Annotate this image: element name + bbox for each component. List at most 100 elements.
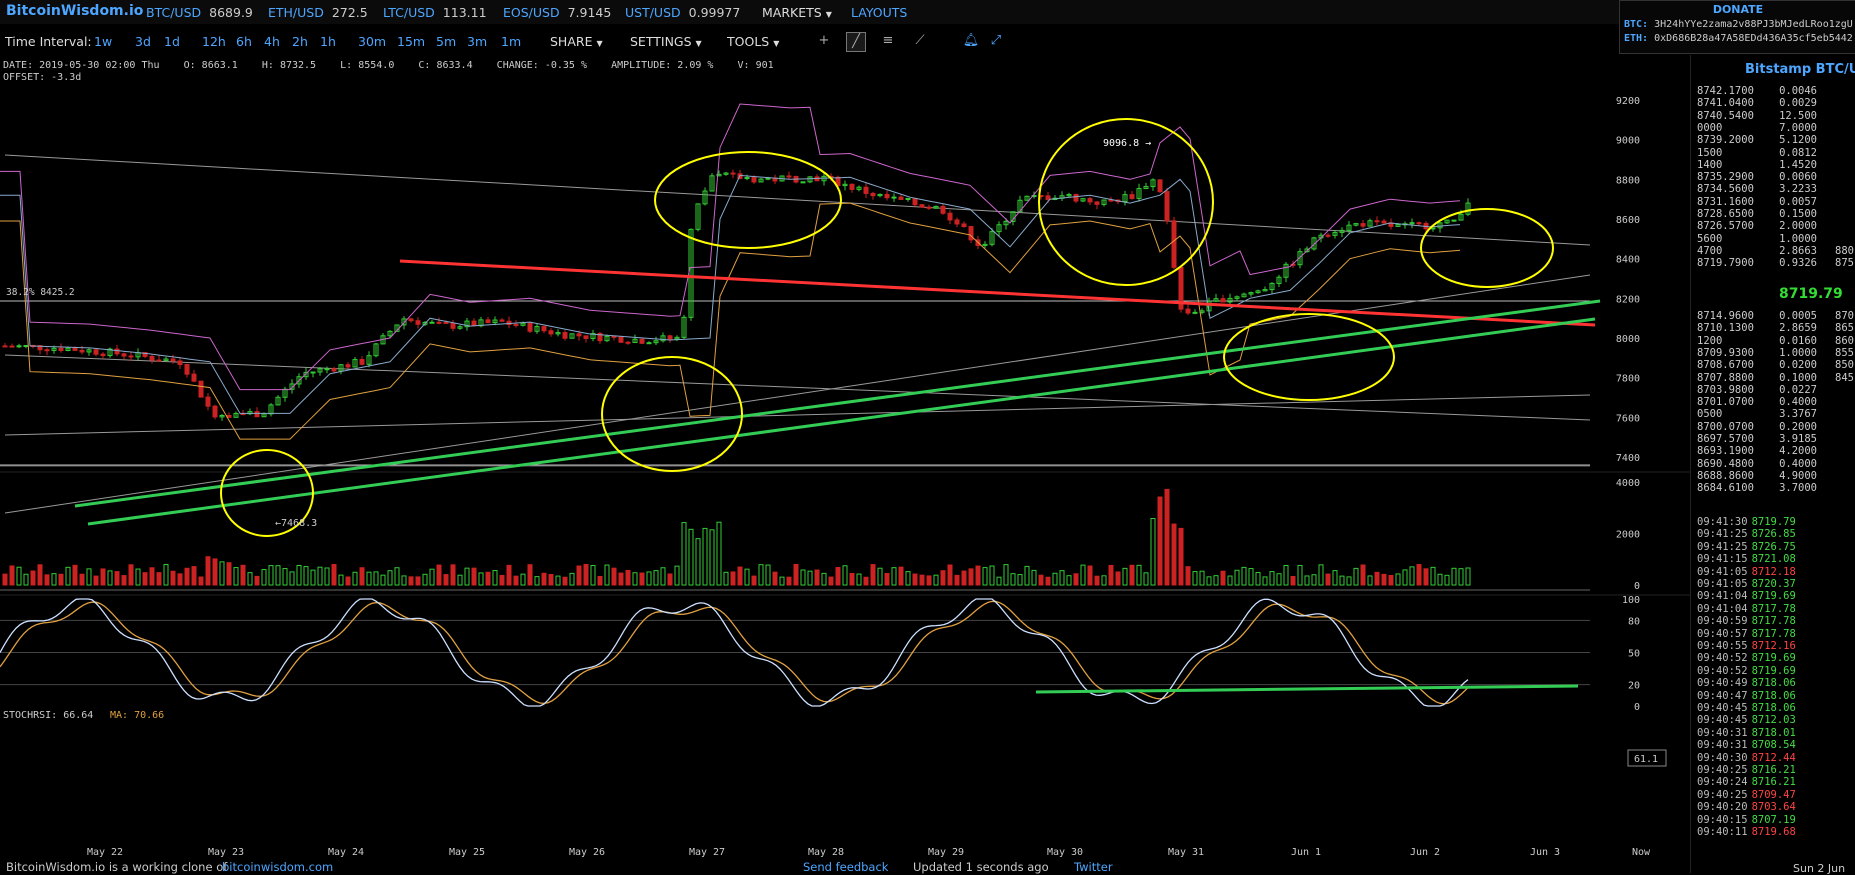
volume-bar xyxy=(1024,565,1030,586)
stoch-value: 61.1 xyxy=(1634,754,1658,765)
volume-bar xyxy=(968,568,974,586)
trade-row: 09:40:52 8719.69 xyxy=(1697,665,1796,677)
annotation-circle xyxy=(1223,313,1395,401)
candle-body xyxy=(1458,213,1464,221)
interval-3d[interactable]: 3d xyxy=(135,34,151,49)
interval-15m[interactable]: 15m xyxy=(397,34,426,49)
volume-bar xyxy=(709,529,715,586)
volume-bar xyxy=(121,575,127,586)
candle-body xyxy=(142,352,148,357)
interval-1h[interactable]: 1h xyxy=(320,34,336,49)
volume-bar xyxy=(142,572,148,586)
interval-1m[interactable]: 1m xyxy=(501,34,522,49)
ticker-btc[interactable]: BTC/USD 8689.9 xyxy=(146,5,253,20)
settings-menu[interactable]: SETTINGS ▼ xyxy=(630,34,702,49)
candle-body xyxy=(541,326,547,332)
interval-1d[interactable]: 1d xyxy=(164,34,180,49)
trade-time: 09:40:25 xyxy=(1697,764,1748,776)
crosshair-icon[interactable]: + xyxy=(818,33,830,48)
ask-volume: 0.0057 xyxy=(1779,195,1817,208)
ask-price: 8740.5400 xyxy=(1697,109,1754,122)
candle-body xyxy=(464,320,470,328)
trade-time: 09:40:45 xyxy=(1697,702,1748,714)
ticker-eth[interactable]: ETH/USD 272.5 xyxy=(268,5,368,20)
horizontal-lines-icon[interactable]: ≡ xyxy=(882,33,894,48)
price-axis-label: 7600 xyxy=(1616,413,1640,424)
trade-price: 8718.06 xyxy=(1751,702,1796,714)
price-axis-label: 8200 xyxy=(1616,294,1640,305)
bid-cumulative: 865 xyxy=(1835,322,1854,335)
tools-menu[interactable]: TOOLS ▼ xyxy=(727,34,780,49)
volume-bar xyxy=(1178,527,1184,586)
footer-text: BitcoinWisdom.io is a working clone of xyxy=(6,860,228,874)
trade-time: 09:40:59 xyxy=(1697,615,1748,628)
volume-bar xyxy=(1311,574,1317,586)
volume-bar xyxy=(807,570,813,586)
footer-clone-link[interactable]: bitcoinwisdom.com xyxy=(222,860,334,874)
alert-bell-icon[interactable]: 🔔︎ xyxy=(962,33,980,48)
send-feedback-link[interactable]: Send feedback xyxy=(803,860,889,874)
ticker-eos[interactable]: EOS/USD 7.9145 xyxy=(503,5,612,20)
candle-body xyxy=(1136,188,1142,199)
fib-tool-icon[interactable]: ⟋ xyxy=(915,33,925,48)
volume-bar xyxy=(1087,565,1093,586)
donate-eth[interactable]: ETH: 0xD686B28a47A58EDd436A35cf5eb5442 xyxy=(1624,33,1853,44)
volume-bar xyxy=(1199,570,1205,586)
candle-body xyxy=(9,345,15,348)
candle-body xyxy=(1374,220,1380,223)
candle-body xyxy=(86,349,92,353)
volume-axis-label: 0 xyxy=(1634,581,1640,592)
volume-bar xyxy=(1150,517,1156,586)
bid-price: 8701.0700 xyxy=(1697,396,1754,409)
candle-body xyxy=(219,415,225,418)
markets-menu[interactable]: MARKETS ▼ xyxy=(762,5,832,20)
ticker-ltc[interactable]: LTC/USD 113.11 xyxy=(383,5,487,20)
trade-time: 09:40:15 xyxy=(1697,813,1748,826)
stochrsi-ma-label: MA: 70.66 xyxy=(110,710,164,721)
interval-12h[interactable]: 12h xyxy=(202,34,226,49)
bid-volume: 0.0227 xyxy=(1779,383,1817,396)
volume-bar xyxy=(961,570,967,586)
volume-bar xyxy=(1276,573,1282,586)
interval-3m[interactable]: 3m xyxy=(467,34,488,49)
trade-row: 09:40:47 8718.06 xyxy=(1697,690,1796,702)
trade-row: 09:41:04 8719.69 xyxy=(1697,590,1796,602)
twitter-link[interactable]: Twitter xyxy=(1074,860,1113,874)
interval-2h[interactable]: 2h xyxy=(292,34,308,49)
volume-bar xyxy=(464,567,470,586)
donate-btc[interactable]: BTC: 3H24hYYe2zama2v88PJ3bMJedLRoo1zgU xyxy=(1624,19,1853,30)
layouts-link[interactable]: LAYOUTS xyxy=(851,5,908,20)
site-logo[interactable]: BitcoinWisdom.io xyxy=(6,3,144,19)
ticker-ust[interactable]: UST/USD 0.99977 xyxy=(625,5,741,20)
volume-bar xyxy=(1115,571,1121,586)
volume-bar xyxy=(212,558,218,586)
interval-1w[interactable]: 1w xyxy=(94,34,113,49)
x-axis-label: May 23 xyxy=(208,847,244,858)
bid-cumulative: 855 xyxy=(1835,346,1854,359)
interval-6h[interactable]: 6h xyxy=(236,34,252,49)
interval-5m[interactable]: 5m xyxy=(436,34,457,49)
trendline-tool-icon[interactable]: ╱ xyxy=(846,32,866,52)
low-marker: ←7468.3 xyxy=(275,518,317,529)
candle-body xyxy=(1304,248,1310,253)
volume-bar xyxy=(436,564,442,586)
bid-row: 8708.6700 0.0200 850 xyxy=(1697,359,1854,371)
candle-body xyxy=(702,190,708,205)
interval-4h[interactable]: 4h xyxy=(264,34,280,49)
volume-bar xyxy=(261,569,267,586)
volume-bar xyxy=(23,573,29,586)
volume-bar xyxy=(86,568,92,586)
candle-body xyxy=(1101,199,1107,205)
trade-row: 09:40:20 8703.64 xyxy=(1697,801,1796,813)
price-chart[interactable]: 9200900088008600840082008000780076007400… xyxy=(0,80,1690,860)
fullscreen-icon[interactable]: ⤢ xyxy=(990,33,1002,48)
share-menu[interactable]: SHARE ▼ xyxy=(550,34,603,49)
volume-bar xyxy=(16,566,22,586)
trade-row: 09:40:15 8707.19 xyxy=(1697,814,1796,826)
volume-bar xyxy=(198,576,204,586)
interval-30m[interactable]: 30m xyxy=(358,34,387,49)
candle-body xyxy=(1311,237,1317,250)
ask-cumulative: 875 xyxy=(1835,257,1854,270)
volume-bar xyxy=(51,573,57,586)
volume-bar xyxy=(793,563,799,586)
